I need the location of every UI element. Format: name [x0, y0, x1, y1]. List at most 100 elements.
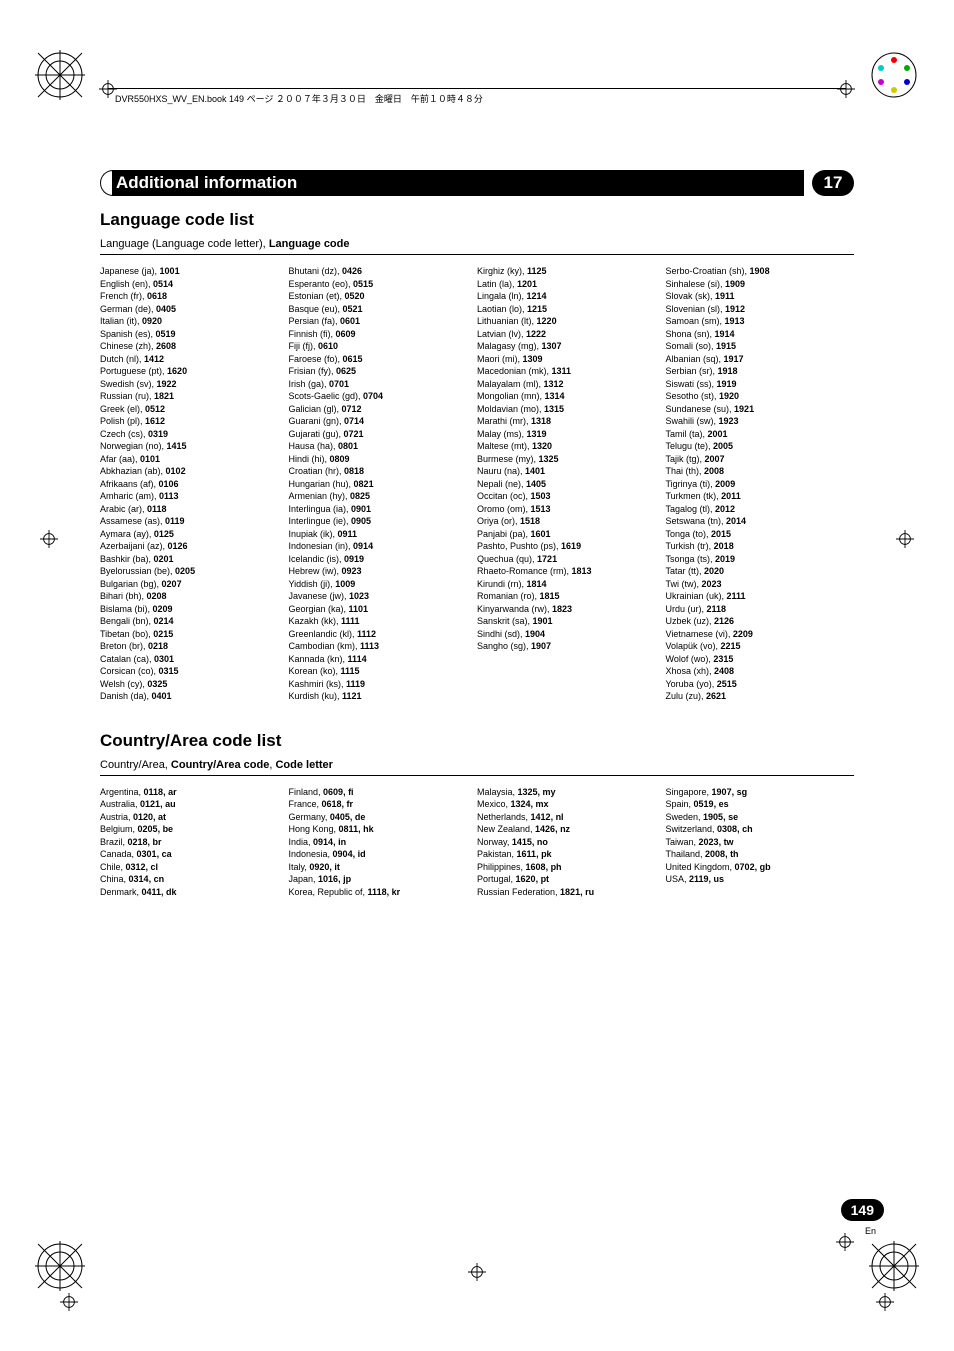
language-row: Italian (it), 0920 — [100, 315, 289, 328]
language-code: 1309 — [523, 354, 543, 364]
language-row: Sundanese (su), 1921 — [666, 403, 855, 416]
language-name: Kurdish (ku), — [289, 691, 343, 701]
language-code: 0601 — [340, 316, 360, 326]
country-name: Mexico, — [477, 799, 511, 809]
language-row: Maori (mi), 1309 — [477, 353, 666, 366]
language-name: Kazakh (kk), — [289, 616, 342, 626]
language-code: 2019 — [715, 554, 735, 564]
language-row: Portuguese (pt), 1620 — [100, 365, 289, 378]
language-row: Assamese (as), 0119 — [100, 515, 289, 528]
language-name: Finnish (fi), — [289, 329, 336, 339]
language-name: Czech (cs), — [100, 429, 148, 439]
language-row: English (en), 0514 — [100, 278, 289, 291]
language-code: 1001 — [160, 266, 180, 276]
language-row: German (de), 0405 — [100, 303, 289, 316]
language-code: 0119 — [165, 516, 185, 526]
language-code: 2012 — [715, 504, 735, 514]
language-name: Macedonian (mk), — [477, 366, 552, 376]
country-name: Germany, — [289, 812, 330, 822]
language-row: Hungarian (hu), 0821 — [289, 478, 478, 491]
language-code: 1907 — [531, 641, 551, 651]
language-name: Urdu (ur), — [666, 604, 707, 614]
country-letter: , ar — [163, 787, 177, 797]
language-row: Amharic (am), 0113 — [100, 490, 289, 503]
language-row: Marathi (mr), 1318 — [477, 415, 666, 428]
language-name: Burmese (my), — [477, 454, 539, 464]
language-name: Tsonga (ts), — [666, 554, 716, 564]
country-letter: , kr — [387, 887, 401, 897]
country-name: Japan, — [289, 874, 319, 884]
language-name: Chinese (zh), — [100, 341, 156, 351]
language-name: Setswana (tn), — [666, 516, 727, 526]
country-code: 1821 — [560, 887, 580, 897]
country-letter: , tw — [719, 837, 734, 847]
language-row: Ukrainian (uk), 2111 — [666, 590, 855, 603]
language-name: Siswati (ss), — [666, 379, 717, 389]
language-row: Tatar (tt), 2020 — [666, 565, 855, 578]
section-header: Additional information 17 — [100, 170, 854, 196]
language-row: Slovenian (sl), 1912 — [666, 303, 855, 316]
language-code: 1222 — [526, 329, 546, 339]
language-code: 1312 — [544, 379, 564, 389]
language-name: Danish (da), — [100, 691, 152, 701]
language-code: 0106 — [159, 479, 179, 489]
language-name: Serbian (sr), — [666, 366, 718, 376]
language-row: Irish (ga), 0701 — [289, 378, 478, 391]
language-name: Sangho (sg), — [477, 641, 531, 651]
country-name: Portugal, — [477, 874, 516, 884]
language-row: Volapük (vo), 2215 — [666, 640, 855, 653]
language-code: 2014 — [726, 516, 746, 526]
language-code: 0315 — [159, 666, 179, 676]
language-code: 1901 — [533, 616, 553, 626]
language-row: Xhosa (xh), 2408 — [666, 665, 855, 678]
language-name: Tatar (tt), — [666, 566, 705, 576]
country-letter: , nl — [551, 812, 564, 822]
language-name: Interlingua (ia), — [289, 504, 352, 514]
language-code: 2515 — [717, 679, 737, 689]
language-code: 1821 — [154, 391, 174, 401]
language-code: 1412 — [144, 354, 164, 364]
language-code: 1922 — [157, 379, 177, 389]
language-column: Serbo-Croatian (sh), 1908Sinhalese (si),… — [666, 265, 855, 703]
country-code: 0702 — [735, 862, 755, 872]
language-code: 1503 — [531, 491, 551, 501]
language-row: Afrikaans (af), 0106 — [100, 478, 289, 491]
language-code: 0609 — [336, 329, 356, 339]
language-code: 1114 — [348, 654, 367, 664]
language-name: Hungarian (hu), — [289, 479, 354, 489]
language-name: Russian (ru), — [100, 391, 154, 401]
country-row: Sweden, 1905, se — [666, 811, 855, 824]
country-code: 1412 — [531, 812, 551, 822]
language-name: Sanskrit (sa), — [477, 616, 533, 626]
language-name: Assamese (as), — [100, 516, 165, 526]
language-name: Scots-Gaelic (gd), — [289, 391, 364, 401]
language-code: 1923 — [719, 416, 739, 426]
language-name: Kirghiz (ky), — [477, 266, 527, 276]
language-code: 0625 — [336, 366, 356, 376]
country-row: Mexico, 1324, mx — [477, 798, 666, 811]
language-code: 2007 — [705, 454, 725, 464]
language-name: Zulu (zu), — [666, 691, 707, 701]
language-code: 0901 — [351, 504, 371, 514]
language-name: Portuguese (pt), — [100, 366, 167, 376]
country-code: 1324 — [511, 799, 531, 809]
language-row: Sinhalese (si), 1909 — [666, 278, 855, 291]
language-code: 0209 — [153, 604, 173, 614]
language-code: 0205 — [175, 566, 195, 576]
country-code: 1016 — [318, 874, 338, 884]
language-row: Inupiak (ik), 0911 — [289, 528, 478, 541]
language-row: Estonian (et), 0520 — [289, 290, 478, 303]
language-code: 0113 — [159, 491, 179, 501]
language-row: Rhaeto-Romance (rm), 1813 — [477, 565, 666, 578]
country-letter: , pk — [536, 849, 552, 859]
language-name: Lithuanian (lt), — [477, 316, 537, 326]
language-row: Spanish (es), 0519 — [100, 328, 289, 341]
language-name: Estonian (et), — [289, 291, 345, 301]
country-row: Chile, 0312, cl — [100, 861, 289, 874]
country-code: 1905 — [703, 812, 723, 822]
language-name: Serbo-Croatian (sh), — [666, 266, 750, 276]
language-name: French (fr), — [100, 291, 147, 301]
language-row: Kazakh (kk), 1111 — [289, 615, 478, 628]
language-code: 0712 — [342, 404, 362, 414]
country-code: 0205 — [138, 824, 158, 834]
